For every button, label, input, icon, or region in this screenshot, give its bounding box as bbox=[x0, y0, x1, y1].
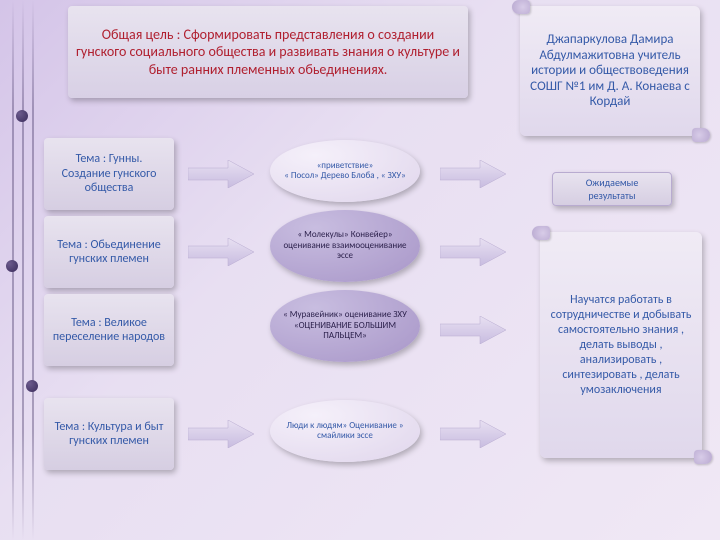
theme-text: Тема : Гунны. Создание гунского общества bbox=[52, 152, 166, 195]
scroll-decor bbox=[512, 0, 530, 14]
method-ellipse-1: «приветствие» « Посол» Дерево Блоба , « … bbox=[270, 140, 420, 202]
arrow-right-icon bbox=[440, 420, 506, 448]
method-ellipse-3: « Муравейник» оценивание ЗХУ «ОЦЕНИВАНИЕ… bbox=[270, 290, 420, 362]
arrow-right-icon bbox=[188, 420, 254, 448]
scroll-decor bbox=[694, 450, 712, 464]
method-ellipse-4: Люди к людям» Оценивание » смайлики эссе bbox=[270, 400, 420, 462]
method-text: «приветствие» « Посол» Дерево Блоба , « … bbox=[284, 161, 406, 182]
theme-text: Тема : Великое переселение народов bbox=[52, 316, 166, 345]
theme-text: Тема : Культура и быт гунских племен bbox=[52, 420, 166, 449]
result-box: Научатся работать в сотрудничестве и доб… bbox=[540, 232, 702, 458]
theme-box-3: Тема : Великое переселение народов bbox=[44, 294, 174, 366]
arrow-right-icon bbox=[188, 160, 254, 188]
theme-box-4: Тема : Культура и быт гунских племен bbox=[44, 398, 174, 470]
method-text: « Муравейник» оценивание ЗХУ «ОЦЕНИВАНИЕ… bbox=[280, 310, 410, 341]
expected-results-label: Ожидаемые результаты bbox=[561, 176, 663, 202]
result-text: Научатся работать в сотрудничестве и доб… bbox=[548, 293, 694, 398]
theme-text: Тема : Обьединение гунских племен bbox=[52, 238, 166, 267]
deco-ball bbox=[6, 260, 18, 272]
goal-box: Общая цель : Сформировать представления … bbox=[68, 6, 468, 98]
author-text: Джапаркулова Дамира Абдулмажитовна учите… bbox=[528, 32, 692, 110]
arrow-right-icon bbox=[188, 238, 254, 266]
goal-text: Общая цель : Сформировать представления … bbox=[76, 26, 460, 79]
deco-ball bbox=[26, 380, 38, 392]
theme-box-1: Тема : Гунны. Создание гунского общества bbox=[44, 138, 174, 210]
scroll-decor bbox=[692, 128, 710, 142]
method-text: Люди к людям» Оценивание » смайлики эссе bbox=[280, 421, 410, 442]
author-box: Джапаркулова Дамира Абдулмажитовна учите… bbox=[520, 6, 700, 136]
expected-results-button: Ожидаемые результаты bbox=[552, 172, 672, 206]
arrow-right-icon bbox=[440, 238, 506, 266]
arrow-right-icon bbox=[440, 316, 506, 344]
scroll-decor bbox=[532, 226, 550, 240]
method-text: « Молекулы» Конвейер» оценивание взаимоо… bbox=[280, 230, 410, 261]
theme-box-2: Тема : Обьединение гунских племен bbox=[44, 216, 174, 288]
deco-ball bbox=[16, 110, 28, 122]
method-ellipse-2: « Молекулы» Конвейер» оценивание взаимоо… bbox=[270, 210, 420, 282]
deco-line bbox=[32, 0, 34, 540]
deco-line bbox=[22, 0, 24, 540]
arrow-right-icon bbox=[440, 160, 506, 188]
